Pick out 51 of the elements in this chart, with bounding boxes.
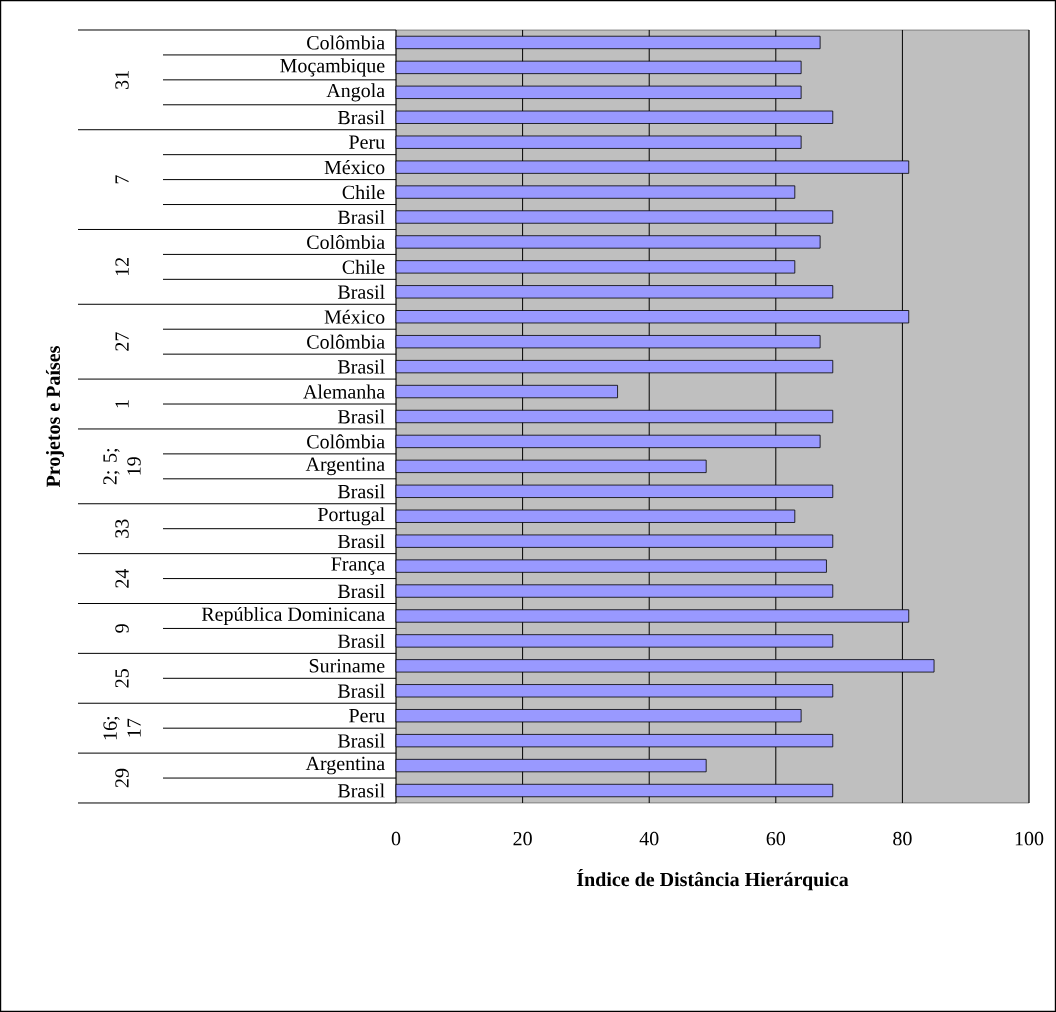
- y-tick-label: México: [324, 309, 385, 324]
- y-tick-label: Brasil: [337, 484, 385, 499]
- x-axis-title: Índice de Distância Hierárquica: [576, 868, 849, 891]
- y-tick-label: Colômbia: [307, 234, 385, 250]
- y-tick-label: Brasil: [337, 409, 385, 424]
- text: 25: [115, 669, 129, 688]
- x-tick-label: 80: [893, 831, 912, 846]
- y-tick-label: México: [324, 160, 385, 175]
- y-tick-label: Peru: [349, 135, 385, 149]
- y-tick-label: Moçambique: [280, 58, 385, 77]
- y-tick-label: Chile: [342, 185, 385, 200]
- y-tick-label: Brasil: [337, 633, 385, 648]
- y-tick-label: Argentina: [305, 756, 385, 775]
- text: 33: [115, 519, 129, 538]
- y-tick-label: Portugal: [317, 507, 385, 526]
- text: 2; 5; 19: [103, 449, 141, 485]
- x-tick-label: 60: [766, 831, 786, 846]
- y-tick-label: Brasil: [337, 110, 385, 125]
- text: 7: [115, 175, 129, 184]
- y-tick-label: Brasil: [337, 584, 385, 599]
- y-tick-label: Chile: [342, 259, 385, 274]
- y-tick-label: Brasil: [337, 209, 385, 225]
- text: 1: [115, 400, 129, 408]
- y-tick-label: Colômbia: [307, 434, 385, 449]
- x-tick-label: 0: [391, 831, 401, 846]
- y-tick-label: Brasil: [337, 534, 385, 549]
- y-tick-label: Brasil: [337, 284, 385, 299]
- text: 16; 17: [103, 716, 141, 740]
- y-tick-label: Colômbia: [307, 35, 385, 50]
- y-tick-label: Argentina: [305, 457, 385, 476]
- y-tick-label: Brasil: [337, 733, 385, 748]
- text: 27: [115, 332, 129, 351]
- y-tick-label: Colômbia: [307, 334, 385, 349]
- x-tick-label: 40: [639, 831, 659, 846]
- text: 9: [115, 624, 129, 633]
- y-tick-label: República Dominicana: [201, 606, 385, 626]
- y-tick-label: Suriname: [309, 659, 385, 673]
- text: 29: [115, 768, 129, 788]
- y-tick-label: Brasil: [337, 783, 385, 798]
- x-tick-label: 100: [1015, 831, 1044, 846]
- y-tick-label: Angola: [326, 83, 385, 102]
- y-tick-label: Brasil: [337, 359, 385, 374]
- text: 12: [115, 257, 129, 276]
- text: 24: [115, 568, 129, 588]
- text: 31: [115, 71, 129, 89]
- y-tick-label: Peru: [349, 709, 385, 723]
- y-tick-label: França: [331, 557, 385, 575]
- text: Projetos e Países: [45, 346, 65, 488]
- y-tick-label: Alemanha: [303, 384, 385, 399]
- y-tick-label: Brasil: [337, 683, 385, 698]
- x-tick-label: 20: [513, 831, 532, 846]
